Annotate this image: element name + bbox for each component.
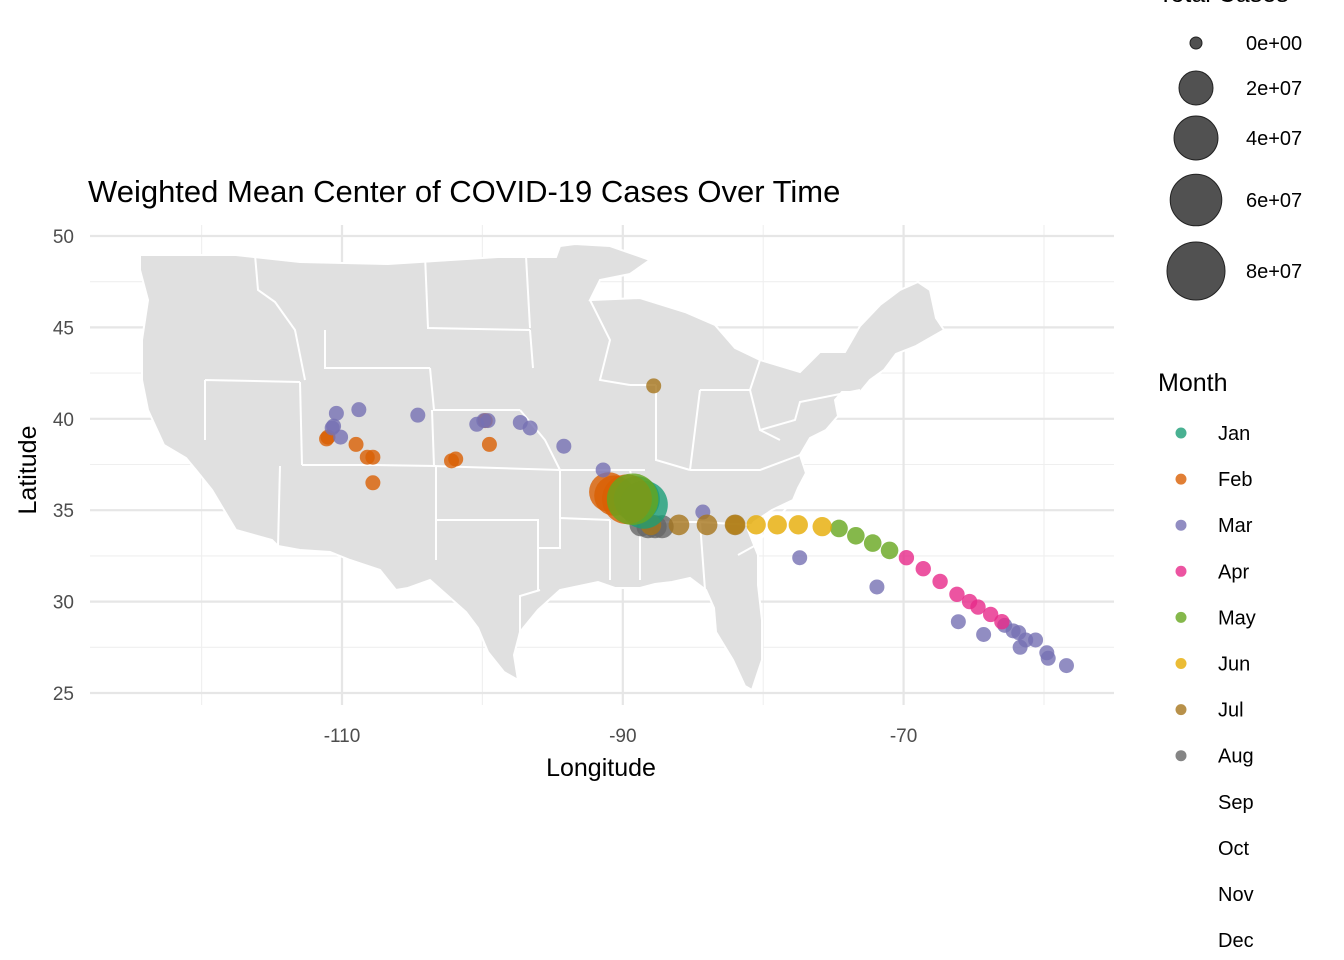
x-tick-labels: -110 -90 -70 bbox=[324, 726, 918, 747]
chart-title: Weighted Mean Center of COVID-19 Cases O… bbox=[88, 174, 840, 209]
size-legend-label: 8e+07 bbox=[1246, 261, 1302, 283]
point-apr bbox=[994, 614, 1010, 630]
point-feb bbox=[481, 436, 497, 452]
color-legend-key bbox=[1175, 658, 1187, 669]
point-jun bbox=[767, 515, 787, 535]
color-legend-title: Month bbox=[1158, 369, 1227, 397]
point-mar bbox=[410, 407, 426, 423]
color-legend: Month Jan Feb Mar Apr May Jun Jul Aug Sep Oct Nov D… bbox=[1158, 369, 1256, 952]
point-mar bbox=[1028, 632, 1044, 648]
point-feb bbox=[448, 451, 464, 467]
size-legend-label: 6e+07 bbox=[1246, 190, 1302, 212]
color-legend-key bbox=[1175, 611, 1187, 623]
x-tick-label: -70 bbox=[890, 726, 917, 747]
point-feb bbox=[348, 436, 364, 452]
size-legend-label: 4e+07 bbox=[1246, 128, 1302, 150]
point-may bbox=[880, 541, 899, 560]
size-legend-label: 0e+00 bbox=[1246, 33, 1302, 55]
size-legend: Total Cases 0e+00 2e+07 4e+07 6e+07 8e+07 bbox=[1158, 0, 1302, 301]
color-legend-label: Jul bbox=[1218, 700, 1244, 722]
color-legend-key bbox=[1175, 427, 1187, 439]
point-mar bbox=[522, 420, 538, 436]
us-basemap bbox=[139, 242, 946, 692]
point-mar bbox=[869, 579, 885, 595]
point-jul bbox=[668, 514, 690, 536]
color-legend-label: Feb bbox=[1218, 469, 1252, 491]
size-legend-key bbox=[1178, 70, 1214, 106]
y-axis-title: Latitude bbox=[14, 426, 42, 515]
point-mar bbox=[556, 438, 572, 454]
point-mar bbox=[351, 402, 367, 418]
point-may bbox=[847, 526, 865, 545]
point-mar bbox=[1040, 650, 1056, 666]
x-tick-label: -110 bbox=[324, 726, 361, 747]
point-jun bbox=[746, 515, 766, 535]
y-tick-label: 40 bbox=[53, 410, 74, 431]
x-tick-label: -90 bbox=[609, 726, 636, 747]
size-legend-key bbox=[1169, 173, 1223, 227]
color-legend-label: Nov bbox=[1218, 884, 1254, 906]
color-legend-label: Dec bbox=[1218, 930, 1254, 952]
size-legend-title: Total Cases bbox=[1158, 0, 1289, 8]
color-legend-key bbox=[1175, 473, 1187, 485]
data-points bbox=[319, 378, 1074, 674]
point-mar bbox=[976, 627, 992, 643]
y-tick-label: 35 bbox=[53, 501, 74, 522]
point-jun bbox=[812, 517, 832, 537]
point-mar bbox=[326, 418, 342, 434]
color-legend-label: Mar bbox=[1218, 515, 1253, 537]
point-apr bbox=[915, 561, 931, 577]
point-may bbox=[606, 473, 659, 526]
y-tick-label: 30 bbox=[53, 593, 74, 614]
point-mar bbox=[792, 550, 808, 566]
y-tick-label: 50 bbox=[53, 227, 74, 248]
point-mar bbox=[480, 413, 496, 429]
color-legend-key bbox=[1175, 750, 1187, 762]
point-jul bbox=[696, 514, 718, 536]
point-apr bbox=[898, 550, 915, 566]
color-legend-label: May bbox=[1218, 607, 1256, 629]
size-legend-key bbox=[1189, 36, 1203, 50]
point-apr bbox=[982, 606, 999, 623]
point-feb bbox=[365, 475, 381, 491]
color-legend-label: Jun bbox=[1218, 654, 1250, 676]
point-mar bbox=[1058, 658, 1074, 674]
color-legend-label: Sep bbox=[1218, 792, 1254, 814]
point-may bbox=[863, 534, 882, 552]
point-feb bbox=[365, 449, 381, 465]
point-mar bbox=[950, 614, 966, 630]
point-mar bbox=[595, 462, 611, 478]
point-apr bbox=[970, 599, 986, 615]
color-legend-label: Jan bbox=[1218, 423, 1250, 445]
color-legend-key bbox=[1175, 519, 1187, 531]
point-mar bbox=[328, 405, 344, 421]
size-legend-key bbox=[1173, 115, 1219, 161]
color-legend-key bbox=[1175, 565, 1187, 577]
color-legend-label: Oct bbox=[1218, 838, 1250, 860]
y-tick-label: 25 bbox=[53, 684, 74, 705]
point-may bbox=[830, 519, 848, 538]
y-tick-label: 45 bbox=[53, 318, 74, 339]
point-jul bbox=[724, 514, 746, 536]
x-axis-title: Longitude bbox=[546, 754, 656, 782]
size-legend-key bbox=[1166, 241, 1226, 301]
y-tick-labels: 25 30 35 40 45 50 bbox=[53, 227, 74, 705]
point-apr bbox=[949, 586, 965, 602]
point-mar bbox=[333, 429, 349, 445]
color-legend-label: Apr bbox=[1218, 561, 1249, 583]
point-apr bbox=[932, 573, 948, 590]
point-jun bbox=[788, 515, 808, 535]
point-jul bbox=[646, 378, 662, 394]
size-legend-label: 2e+07 bbox=[1246, 78, 1302, 100]
color-legend-key bbox=[1175, 704, 1187, 716]
color-legend-label: Aug bbox=[1218, 746, 1254, 768]
